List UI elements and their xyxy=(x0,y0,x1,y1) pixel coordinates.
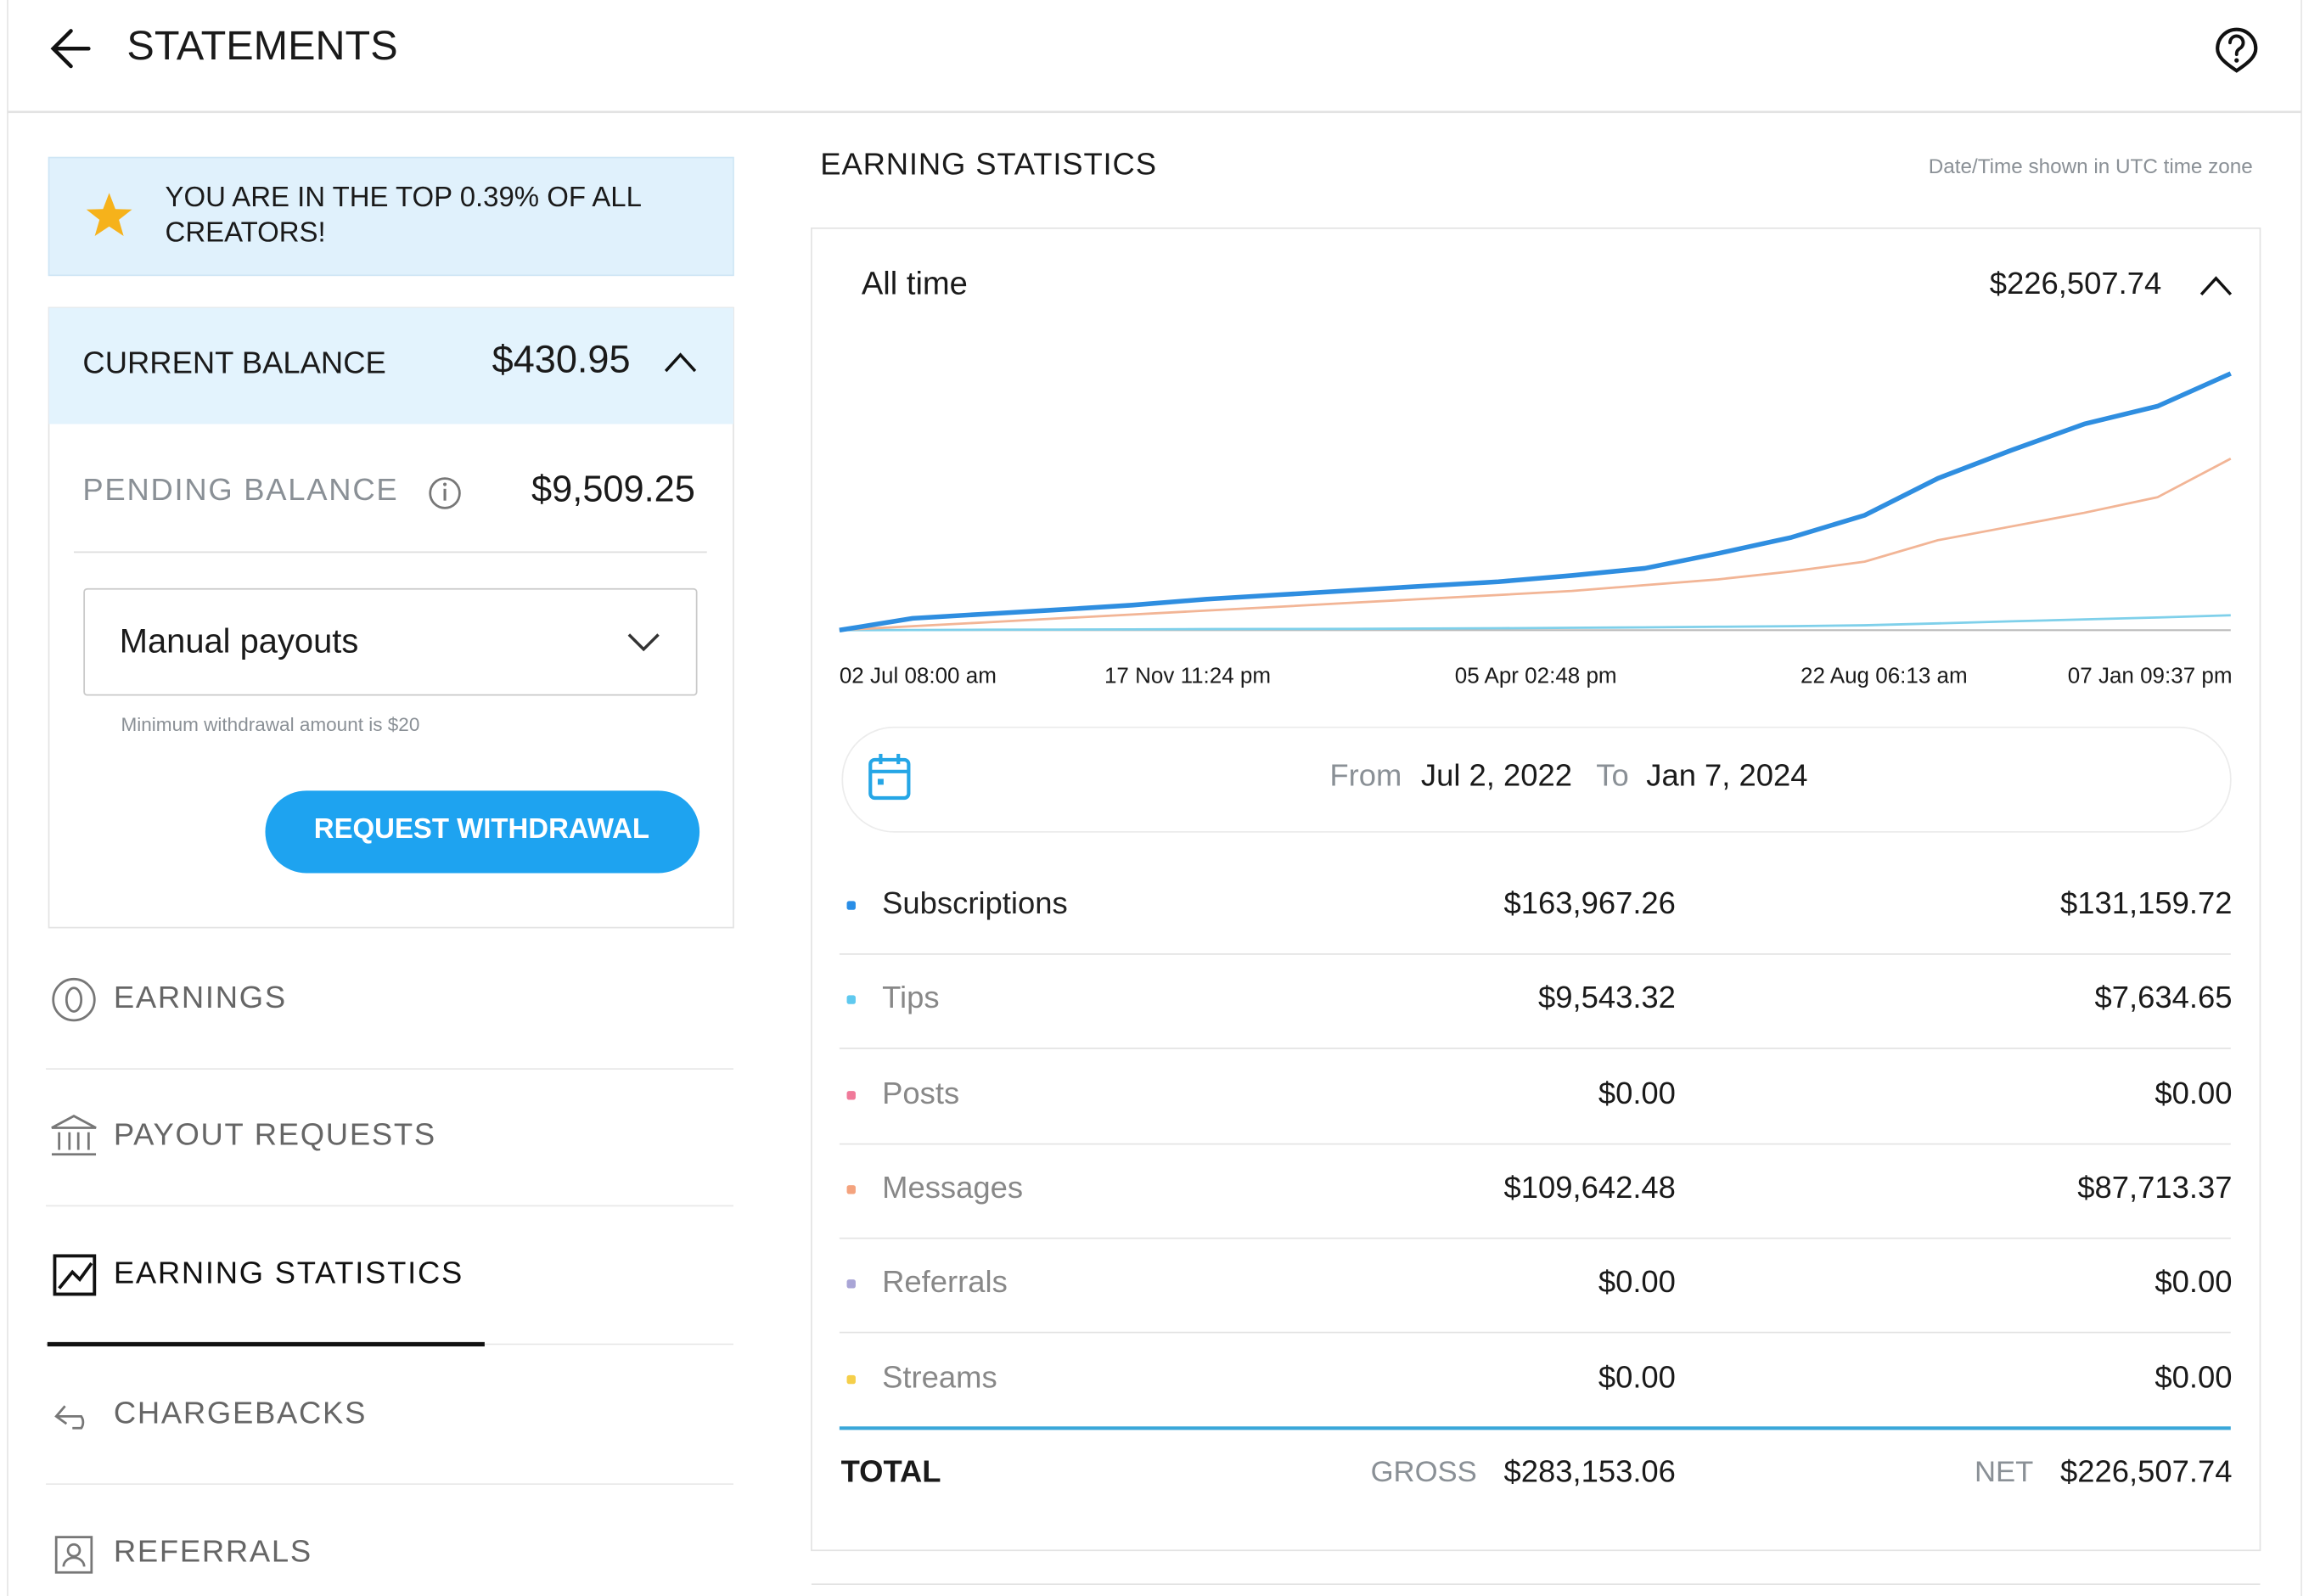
category-dot xyxy=(846,1279,856,1289)
gross-value: $163,967.26 xyxy=(1503,885,1675,920)
calendar-icon xyxy=(868,753,911,801)
from-date: Jul 2, 2022 xyxy=(1421,757,1572,792)
nav-item[interactable]: EARNING STATISTICS xyxy=(114,1256,463,1290)
nav-item[interactable]: EARNINGS xyxy=(114,980,287,1014)
to-date: Jan 7, 2024 xyxy=(1646,757,1807,792)
from-label: From xyxy=(1329,757,1402,792)
back-button[interactable] xyxy=(50,29,91,69)
banner-text: CREATORS! xyxy=(166,216,326,247)
net-value: $87,713.37 xyxy=(2077,1170,2232,1205)
category-name: Posts xyxy=(882,1076,959,1110)
category-dot xyxy=(846,1091,856,1100)
x-tick-label: 22 Aug 06:13 am xyxy=(1801,663,1968,688)
x-tick-label: 17 Nov 11:24 pm xyxy=(1104,663,1271,688)
banner-text: YOU ARE IN THE TOP 0.39% OF ALL xyxy=(166,181,642,212)
x-tick-label: 07 Jan 09:37 pm xyxy=(2068,663,2233,688)
referrals-icon xyxy=(54,1536,93,1574)
gross-value: $0.00 xyxy=(1598,1264,1676,1299)
collapse-chevron[interactable] xyxy=(2199,276,2233,296)
series-line xyxy=(839,371,2232,633)
series-line xyxy=(839,458,2232,632)
net-value: $0.00 xyxy=(2155,1264,2232,1299)
series-line xyxy=(839,614,2231,632)
payout-select[interactable] xyxy=(83,587,698,696)
gross-value: $0.00 xyxy=(1598,1360,1676,1395)
pending-balance-label: PENDING BALANCE xyxy=(82,472,398,507)
category-name: Tips xyxy=(882,980,939,1014)
current-balance-value: $430.95 xyxy=(492,338,631,381)
request-withdrawal-button[interactable] xyxy=(265,790,700,874)
total-label: TOTAL xyxy=(841,1454,941,1489)
category-dot xyxy=(846,995,856,1004)
payout-select-text: Manual payouts xyxy=(120,622,359,660)
net-value: $0.00 xyxy=(2155,1360,2232,1395)
category-name: Messages xyxy=(882,1170,1023,1205)
net-value: $7,634.65 xyxy=(2095,980,2233,1014)
category-name: Subscriptions xyxy=(882,885,1068,920)
category-name: Streams xyxy=(882,1360,997,1395)
gross-value: $109,642.48 xyxy=(1503,1170,1675,1205)
net-total: $226,507.74 xyxy=(2060,1454,2232,1489)
period-total: $226,507.74 xyxy=(1990,266,2161,301)
x-tick-label: 05 Apr 02:48 pm xyxy=(1455,663,1617,688)
pending-balance-value: $9,509.25 xyxy=(531,469,695,510)
section-title: EARNING STATISTICS xyxy=(820,147,1157,182)
earnings-icon xyxy=(52,977,96,1022)
period-label: All time xyxy=(862,266,968,302)
category-dot xyxy=(846,1374,856,1385)
gross-value: $9,543.32 xyxy=(1538,980,1676,1014)
net-value: $0.00 xyxy=(2155,1076,2232,1110)
x-tick-label: 02 Jul 08:00 am xyxy=(840,663,997,688)
button-label: REQUEST WITHDRAWAL xyxy=(314,812,649,844)
category-name: Referrals xyxy=(882,1264,1008,1299)
net-value: $131,159.72 xyxy=(2060,885,2232,920)
info-icon[interactable] xyxy=(429,477,461,509)
date-range-picker[interactable] xyxy=(841,726,2232,833)
current-balance-label: CURRENT BALANCE xyxy=(82,346,385,380)
gross-value: $0.00 xyxy=(1598,1076,1676,1110)
nav-item[interactable]: CHARGEBACKS xyxy=(114,1395,367,1430)
page-title: STATEMENTS xyxy=(126,23,397,69)
collapse-chevron[interactable] xyxy=(664,352,697,373)
top-creator-banner xyxy=(48,156,734,277)
gross-total: $283,153.06 xyxy=(1503,1454,1675,1489)
chargebacks-icon xyxy=(54,1405,85,1430)
select-chevron xyxy=(627,633,660,652)
star-icon xyxy=(86,193,132,237)
to-label: To xyxy=(1596,757,1628,792)
timezone-note: Date/Time shown in UTC time zone xyxy=(1929,155,2253,178)
statistics-icon xyxy=(53,1254,97,1296)
nav-item[interactable]: PAYOUT REQUESTS xyxy=(114,1117,436,1152)
nav-item[interactable]: REFERRALS xyxy=(114,1533,312,1568)
payout-icon xyxy=(51,1115,97,1156)
gross-label: GROSS xyxy=(1371,1456,1477,1488)
net-label: NET xyxy=(1975,1456,2033,1488)
category-dot xyxy=(846,901,856,910)
balance-header[interactable] xyxy=(48,307,733,424)
category-dot xyxy=(846,1185,856,1194)
help-button[interactable] xyxy=(2216,27,2258,73)
minimum-note: Minimum withdrawal amount is $20 xyxy=(121,714,420,735)
